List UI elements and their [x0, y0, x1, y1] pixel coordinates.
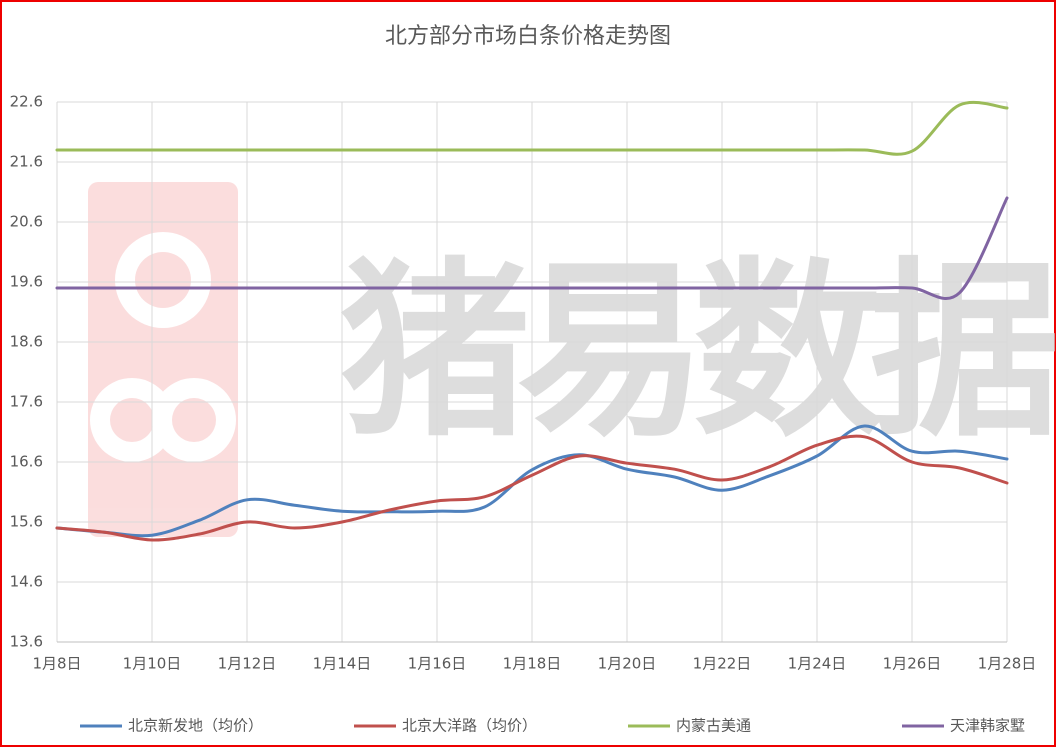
y-tick-label: 20.6	[10, 213, 43, 231]
series-line	[55, 100, 1009, 156]
x-tick-label: 1月18日	[503, 655, 562, 673]
x-tick-label: 1月26日	[883, 655, 942, 673]
legend-label: 内蒙古美通	[676, 717, 751, 735]
series-line	[55, 424, 1009, 538]
watermark-logo	[88, 182, 238, 537]
chart-title: 北方部分市场白条价格走势图	[385, 24, 671, 49]
y-tick-label: 14.6	[10, 573, 43, 591]
y-tick-label: 18.6	[10, 333, 43, 351]
y-tick-label: 22.6	[10, 93, 43, 111]
x-tick-label: 1月24日	[788, 655, 847, 673]
legend-label: 北京大洋路（均价）	[402, 717, 537, 735]
y-tick-label: 13.6	[10, 633, 43, 651]
y-tick-label: 15.6	[10, 513, 43, 531]
x-tick-label: 1月16日	[408, 655, 467, 673]
y-tick-label: 19.6	[10, 273, 43, 291]
y-tick-label: 17.6	[10, 393, 43, 411]
x-tick-label: 1月10日	[123, 655, 182, 673]
x-tick-label: 1月14日	[313, 655, 372, 673]
series-line	[55, 434, 1009, 542]
x-tick-label: 1月20日	[598, 655, 657, 673]
y-tick-label: 16.6	[10, 453, 43, 471]
x-tick-label: 1月12日	[218, 655, 277, 673]
watermark: 猪易数据	[340, 241, 1056, 462]
x-tick-label: 1月22日	[693, 655, 752, 673]
x-tick-label: 1月28日	[978, 655, 1037, 673]
series-line	[55, 196, 1009, 300]
x-tick-label: 1月8日	[32, 655, 81, 673]
legend-label: 天津韩家墅	[950, 717, 1025, 735]
legend-label: 北京新发地（均价）	[128, 717, 263, 735]
y-tick-label: 21.6	[10, 153, 43, 171]
